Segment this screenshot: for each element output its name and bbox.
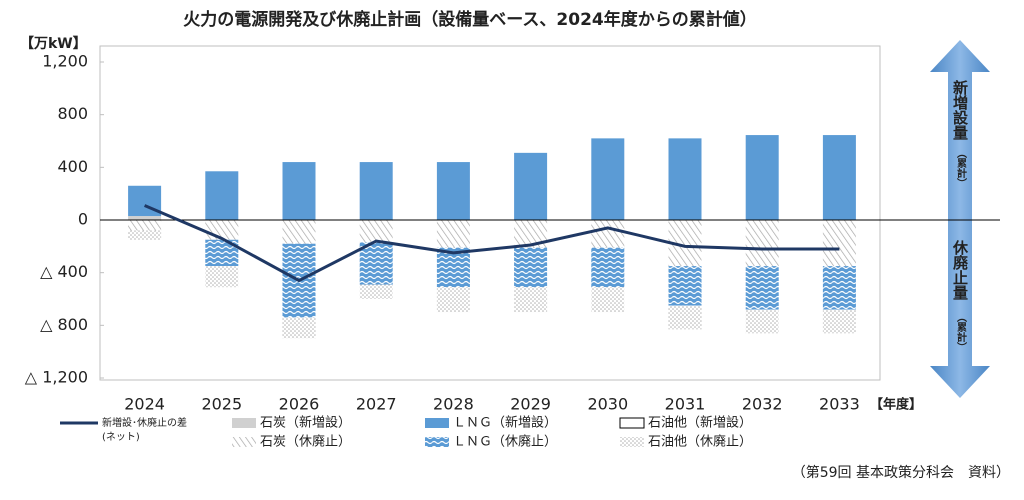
bar-segment xyxy=(282,162,316,220)
bar-segment xyxy=(822,220,856,267)
bar-segment xyxy=(205,220,239,240)
y-tick-label: 1,200 xyxy=(42,52,88,71)
bar-segment xyxy=(436,162,470,220)
x-axis-label: 【年度】 xyxy=(870,397,922,413)
y-tick-label: △ 800 xyxy=(40,315,88,334)
bar-segment xyxy=(591,247,625,288)
bar-segment xyxy=(128,216,162,220)
legend-swatch xyxy=(232,418,256,428)
legend-label: 石油他（休廃止） xyxy=(648,434,752,450)
bar-segment xyxy=(591,287,625,313)
bar-segment xyxy=(282,317,316,339)
bar-segment xyxy=(745,309,779,334)
bar-segment xyxy=(591,220,625,248)
bar-segment xyxy=(514,152,548,220)
bar-segment xyxy=(514,247,548,288)
y-tick-label: △ 400 xyxy=(40,262,88,281)
bar-segment xyxy=(591,138,625,220)
arrow-note: （累計） xyxy=(955,312,968,352)
y-tick-label: 800 xyxy=(57,104,88,123)
x-tick-label: 2029 xyxy=(510,395,551,414)
bar-segment xyxy=(128,220,162,231)
x-tick-label: 2028 xyxy=(433,395,474,414)
bar-segment xyxy=(359,162,393,220)
source-note: （第59回 基本政策分科会 資料） xyxy=(792,464,1010,481)
bar-segment xyxy=(436,287,470,313)
net-line xyxy=(144,204,840,283)
legend-note: (ネット) xyxy=(102,431,140,443)
bar-segment xyxy=(822,309,856,334)
bar-segment xyxy=(822,266,856,310)
arrow-label: 休廃止量 xyxy=(951,239,969,300)
x-tick-label: 2024 xyxy=(124,395,165,414)
legend-swatch xyxy=(619,417,645,429)
x-tick-label: 2030 xyxy=(587,395,628,414)
x-tick-label: 2027 xyxy=(356,395,397,414)
bar-segment xyxy=(359,220,393,243)
legend-label: ＬＮＧ（休廃止） xyxy=(453,434,557,450)
legend-label: 石炭（休廃止） xyxy=(260,434,351,450)
bar-segment xyxy=(514,287,548,313)
legend-swatch xyxy=(620,437,644,447)
bar-segment xyxy=(359,284,393,299)
bar-segment xyxy=(668,138,702,220)
legend-swatch xyxy=(425,437,449,447)
plot-frame xyxy=(99,45,881,381)
legend-label: ＬＮＧ（新増設） xyxy=(453,415,557,431)
arrow-label: 新増設量 xyxy=(951,79,969,140)
bar-segment xyxy=(745,135,779,220)
bar-segment xyxy=(668,266,702,306)
y-tick-label: 0 xyxy=(78,210,88,229)
bar-segment xyxy=(745,220,779,267)
x-tick-label: 2031 xyxy=(665,395,706,414)
y-tick-label: 400 xyxy=(57,157,88,176)
bar-segment xyxy=(359,242,393,285)
arrow-note: （累計） xyxy=(955,148,968,188)
chart-title: 火力の電源開発及び休廃止計画（設備量ベース、2024年度からの累計値） xyxy=(183,9,756,30)
x-tick-label: 2033 xyxy=(819,395,860,414)
legend-swatch xyxy=(425,418,449,428)
bar-segment xyxy=(822,135,856,220)
bar-segment xyxy=(205,266,239,288)
y-tick-label: △ 1,200 xyxy=(25,368,88,387)
x-tick-label: 2026 xyxy=(279,395,320,414)
legend-swatch xyxy=(232,437,256,447)
x-tick-label: 2032 xyxy=(742,395,783,414)
bar-segment xyxy=(205,171,239,220)
bar-segment xyxy=(436,220,470,248)
y-axis-label: 【万kW】 xyxy=(20,36,87,52)
legend-label: 石油他（新増設） xyxy=(648,415,752,431)
bar-segment xyxy=(668,305,702,330)
bar-segment xyxy=(128,230,162,240)
x-tick-label: 2025 xyxy=(201,395,242,414)
bar-segment xyxy=(745,266,779,310)
direction-arrow xyxy=(930,40,990,398)
bar-segment xyxy=(282,220,316,244)
legend-label: 新増設･休廃止の差 xyxy=(102,416,187,429)
legend-label: 石炭（新増設） xyxy=(260,415,351,431)
